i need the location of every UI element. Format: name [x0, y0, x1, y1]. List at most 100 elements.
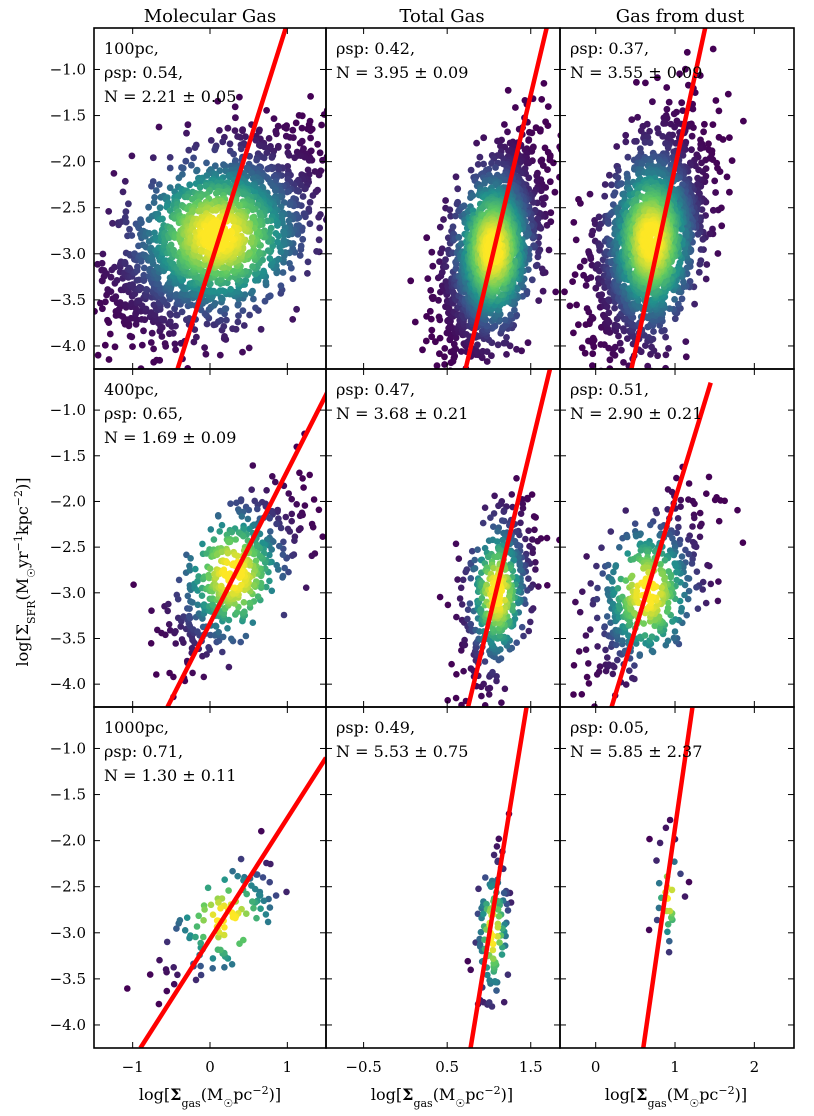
data-point [559, 213, 560, 216]
data-point [662, 351, 670, 359]
data-point [129, 343, 136, 350]
data-point [161, 340, 169, 347]
data-point [112, 293, 120, 300]
data-point [198, 246, 206, 254]
data-point [191, 326, 199, 333]
data-point [491, 322, 499, 330]
data-point [148, 329, 156, 337]
data-point [328, 190, 335, 197]
data-point [201, 261, 209, 268]
data-point [695, 268, 703, 276]
data-point [566, 157, 573, 164]
data-point [606, 356, 614, 364]
data-point [641, 139, 649, 146]
data-point [111, 343, 119, 351]
data-point [688, 132, 696, 140]
slope-label: N = 2.21 ± 0.05 [104, 87, 236, 106]
data-point [98, 259, 106, 267]
data-point [149, 154, 157, 162]
data-point [141, 316, 149, 324]
data-point [694, 174, 701, 182]
data-point [527, 215, 535, 222]
data-point [167, 241, 175, 249]
data-point [435, 296, 442, 304]
data-point [503, 334, 510, 341]
data-point [286, 201, 294, 209]
data-point [538, 265, 546, 273]
scale-label: 100pc, [104, 39, 159, 58]
data-point [467, 166, 475, 174]
data-point [565, 186, 572, 193]
data-point [452, 212, 459, 220]
data-point [480, 160, 487, 168]
data-point [663, 84, 671, 91]
data-point [113, 277, 121, 284]
data-point [620, 325, 627, 333]
data-point [709, 206, 717, 214]
data-point [634, 113, 641, 121]
data-point [84, 360, 91, 367]
data-point [542, 118, 549, 126]
data-point [504, 86, 512, 94]
y-tick-label: −1.0 [50, 60, 86, 78]
data-point [433, 362, 441, 369]
data-point [212, 206, 220, 214]
data-point [170, 246, 178, 254]
data-point [436, 258, 443, 265]
data-point [86, 300, 93, 307]
data-point [245, 344, 253, 352]
data-point [107, 273, 115, 281]
data-point [624, 335, 631, 342]
data-point [587, 274, 595, 281]
data-point [250, 295, 257, 303]
data-point [446, 377, 453, 384]
data-point [172, 346, 180, 354]
data-point [569, 278, 576, 285]
scatter-points [65, 93, 368, 369]
data-point [307, 93, 314, 100]
data-point [436, 383, 443, 390]
data-point [280, 228, 287, 235]
data-point [315, 213, 323, 221]
data-point [585, 122, 592, 129]
data-point [589, 350, 597, 358]
data-point [691, 300, 698, 308]
data-point [702, 275, 710, 283]
data-point [142, 305, 150, 313]
data-point [235, 312, 242, 319]
data-point [105, 208, 113, 215]
data-point [709, 45, 717, 53]
data-point [591, 220, 599, 228]
data-point [601, 192, 609, 200]
data-point [282, 132, 290, 140]
data-point [530, 242, 537, 250]
data-point [160, 315, 168, 323]
data-point [718, 222, 726, 230]
data-point [232, 114, 239, 122]
data-point [361, 109, 368, 116]
data-point [264, 247, 272, 255]
data-point [594, 261, 602, 268]
data-point [257, 142, 264, 150]
data-point [140, 271, 148, 279]
data-point [449, 223, 457, 231]
data-point [145, 203, 153, 211]
data-point [646, 127, 653, 135]
data-point [85, 313, 92, 320]
data-point [726, 134, 733, 142]
data-point [155, 280, 162, 288]
data-point [624, 174, 631, 182]
data-point [229, 325, 237, 333]
data-point [614, 174, 622, 182]
data-point [65, 316, 72, 323]
y-axis-label: log[ΣSFR(M☉yr−1kpc−2)] [12, 477, 38, 666]
data-point [128, 333, 136, 341]
data-point [611, 189, 619, 197]
data-point [212, 189, 220, 197]
data-point [110, 170, 118, 177]
data-point [441, 361, 448, 368]
data-point [306, 220, 314, 228]
data-point [575, 321, 582, 329]
data-point [693, 181, 701, 188]
data-point [435, 313, 443, 321]
